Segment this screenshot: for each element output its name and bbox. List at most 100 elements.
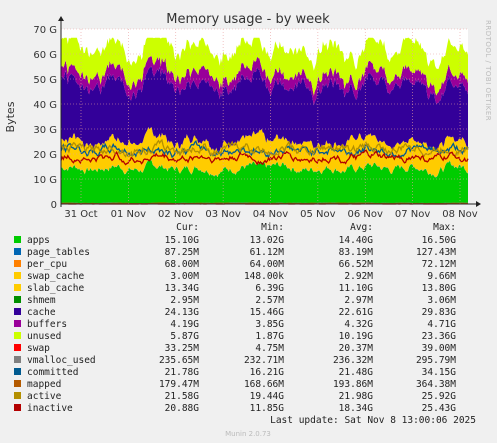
legend-swatch bbox=[14, 248, 21, 255]
legend-value: 23.36G bbox=[422, 331, 457, 342]
y-tick-label: 60 G bbox=[33, 50, 57, 61]
legend-value: 11.85G bbox=[250, 403, 285, 414]
y-axis-arrow bbox=[58, 16, 64, 21]
legend-value: 21.58G bbox=[165, 391, 200, 402]
legend-value: 2.57M bbox=[255, 295, 284, 306]
legend-value: 66.52M bbox=[339, 259, 374, 270]
legend-series-name: unused bbox=[27, 331, 61, 342]
legend-value: 29.83G bbox=[422, 307, 457, 318]
legend-swatch bbox=[14, 308, 21, 315]
x-axis-arrow bbox=[476, 201, 481, 207]
legend-value: 6.39G bbox=[255, 283, 284, 294]
y-tick-label: 30 G bbox=[33, 125, 57, 136]
line-active bbox=[60, 138, 469, 158]
legend-value: 179.47M bbox=[159, 379, 199, 390]
legend-value: 21.48G bbox=[339, 367, 374, 378]
legend-header: Avg: bbox=[350, 222, 373, 233]
area-unused bbox=[61, 37, 468, 96]
legend-value: 10.19G bbox=[339, 331, 374, 342]
legend-value: 34.15G bbox=[422, 367, 457, 378]
x-tick-label: 02 Nov bbox=[158, 209, 194, 220]
legend-value: 39.00M bbox=[422, 343, 457, 354]
legend-value: 72.12M bbox=[422, 259, 457, 270]
legend-series-name: cache bbox=[27, 307, 56, 318]
legend-series-name: swap_cache bbox=[27, 271, 84, 282]
legend-value: 168.66M bbox=[244, 379, 284, 390]
legend-value: 22.61G bbox=[339, 307, 374, 318]
x-tick-label: 31 Oct bbox=[64, 209, 97, 220]
line-inactive bbox=[60, 149, 469, 166]
x-tick-label: 07 Nov bbox=[395, 209, 431, 220]
legend-value: 2.97M bbox=[344, 295, 373, 306]
legend-value: 20.88G bbox=[165, 403, 200, 414]
legend-series-name: committed bbox=[27, 367, 78, 378]
legend-swatch bbox=[14, 368, 21, 375]
legend-value: 18.34G bbox=[339, 403, 374, 414]
legend-series-name: apps bbox=[27, 235, 50, 246]
legend-value: 25.43G bbox=[422, 403, 457, 414]
legend-series-name: per_cpu bbox=[27, 259, 67, 270]
x-tick-label: 05 Nov bbox=[300, 209, 336, 220]
legend-value: 15.10G bbox=[165, 235, 200, 246]
legend-header: Max: bbox=[433, 222, 456, 233]
legend-value: 4.71G bbox=[427, 319, 456, 330]
legend-value: 4.75M bbox=[255, 343, 284, 354]
legend-series-name: buffers bbox=[27, 319, 67, 330]
legend-value: 13.02G bbox=[250, 235, 285, 246]
legend-swatch bbox=[14, 332, 21, 339]
y-tick-label: 50 G bbox=[33, 75, 57, 86]
y-tick-label: 40 G bbox=[33, 100, 57, 111]
legend-series-name: shmem bbox=[27, 295, 56, 306]
last-update-text: Last update: Sat Nov 8 13:00:06 2025 bbox=[270, 415, 476, 426]
legend-value: 21.78G bbox=[165, 367, 200, 378]
legend-value: 13.34G bbox=[165, 283, 200, 294]
legend-value: 193.86M bbox=[333, 379, 373, 390]
rrdtool-side-label: RRDTOOL / TOBI OETIKER bbox=[484, 20, 492, 121]
legend-value: 87.25M bbox=[165, 247, 200, 258]
legend-swatch bbox=[14, 296, 21, 303]
legend-header: Cur: bbox=[176, 222, 199, 233]
legend-swatch bbox=[14, 260, 21, 267]
legend-swatch bbox=[14, 380, 21, 387]
legend-value: 33.25M bbox=[165, 343, 200, 354]
legend-value: 11.10G bbox=[339, 283, 374, 294]
legend-value: 16.21G bbox=[250, 367, 285, 378]
legend-value: 15.46G bbox=[250, 307, 285, 318]
legend-value: 236.32M bbox=[333, 355, 373, 366]
legend-swatch bbox=[14, 320, 21, 327]
legend-value: 83.19M bbox=[339, 247, 374, 258]
area-apps bbox=[61, 159, 468, 204]
legend-value: 364.38M bbox=[416, 379, 456, 390]
area-cache bbox=[61, 66, 468, 152]
legend-swatch bbox=[14, 272, 21, 279]
legend-value: 19.44G bbox=[250, 391, 285, 402]
legend-swatch bbox=[14, 404, 21, 411]
chart-title: Memory usage - by week bbox=[166, 12, 330, 27]
legend-series-name: mapped bbox=[27, 379, 61, 390]
legend-value: 5.87G bbox=[170, 331, 199, 342]
legend-value: 127.43M bbox=[416, 247, 456, 258]
legend-value: 2.92M bbox=[344, 271, 373, 282]
legend-value: 295.79M bbox=[416, 355, 456, 366]
legend-value: 3.06M bbox=[427, 295, 456, 306]
legend-value: 2.95M bbox=[170, 295, 199, 306]
legend-value: 61.12M bbox=[250, 247, 285, 258]
legend-value: 4.32G bbox=[344, 319, 373, 330]
series-areas bbox=[61, 37, 468, 204]
legend-value: 21.98G bbox=[339, 391, 374, 402]
legend-value: 232.71M bbox=[244, 355, 284, 366]
legend-series-name: active bbox=[27, 391, 62, 402]
legend-value: 64.00M bbox=[250, 259, 285, 270]
y-tick-label: 10 G bbox=[33, 175, 57, 186]
x-tick-label: 08 Nov bbox=[442, 209, 478, 220]
legend-value: 4.19G bbox=[170, 319, 199, 330]
legend-value: 13.80G bbox=[422, 283, 457, 294]
y-tick-label: 70 G bbox=[33, 25, 57, 36]
legend-value: 1.87G bbox=[255, 331, 284, 342]
legend-value: 3.85G bbox=[255, 319, 284, 330]
legend-series-name: inactive bbox=[27, 403, 73, 414]
legend-swatch bbox=[14, 344, 21, 351]
area-buffers bbox=[61, 56, 468, 106]
legend-value: 148.00k bbox=[244, 271, 284, 282]
